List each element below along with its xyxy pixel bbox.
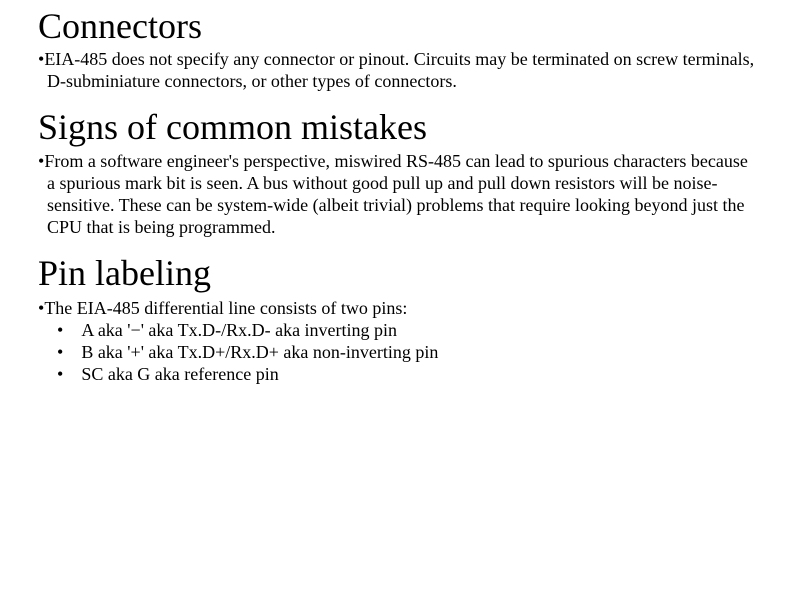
heading-pin-labeling: Pin labeling — [38, 253, 756, 294]
text-pin-intro: The EIA-485 differential line consists o… — [44, 298, 407, 318]
text-pin-a: A aka '−' aka Tx.D-/Rx.D- aka inverting … — [81, 320, 397, 340]
heading-connectors: Connectors — [38, 6, 756, 47]
text-pin-sc: SC aka G aka reference pin — [81, 364, 278, 384]
bullet-icon: • — [57, 364, 63, 384]
text-mistakes: From a software engineer's perspective, … — [44, 151, 748, 237]
heading-mistakes: Signs of common mistakes — [38, 107, 756, 148]
list-item: • A aka '−' aka Tx.D-/Rx.D- aka invertin… — [38, 320, 756, 342]
text-pin-b: B aka '+' aka Tx.D+/Rx.D+ aka non-invert… — [81, 342, 438, 362]
bullet-icon: • — [57, 320, 63, 340]
paragraph-pin-intro: •The EIA-485 differential line consists … — [38, 298, 756, 320]
paragraph-connectors: •EIA-485 does not specify any connector … — [38, 49, 756, 93]
document-page: Connectors •EIA-485 does not specify any… — [0, 0, 794, 386]
list-item: • SC aka G aka reference pin — [38, 364, 756, 386]
paragraph-mistakes: •From a software engineer's perspective,… — [38, 151, 756, 239]
bullet-icon: • — [57, 342, 63, 362]
list-item: • B aka '+' aka Tx.D+/Rx.D+ aka non-inve… — [38, 342, 756, 364]
text-connectors: EIA-485 does not specify any connector o… — [44, 49, 754, 91]
